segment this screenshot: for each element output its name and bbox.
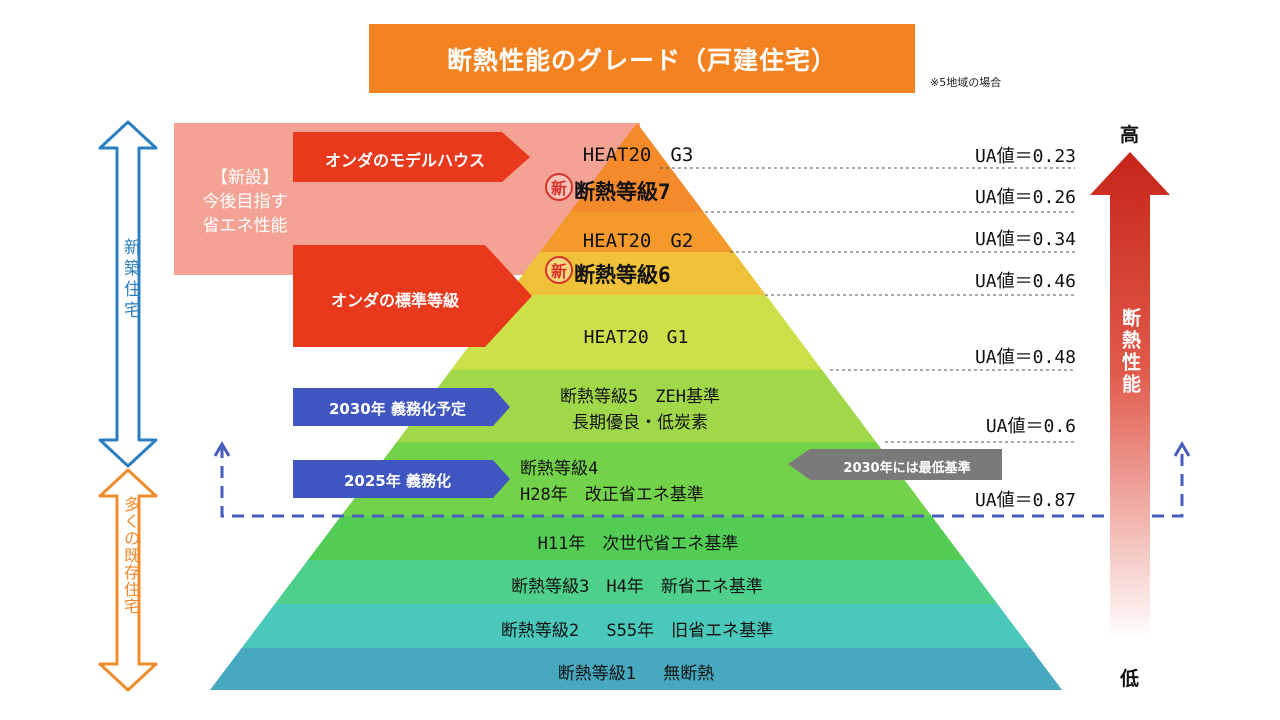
pyramid-band bbox=[396, 370, 877, 442]
new-badge-icon: 新 bbox=[545, 256, 573, 284]
level-grade-5: 断熱等級5 ZEH基準 長期優良・低炭素 bbox=[560, 384, 720, 436]
min-standard-label: 2030年には最低基準 bbox=[843, 461, 971, 476]
new-feature-text: 【新設】 今後目指す 省エネ性能 bbox=[190, 166, 300, 238]
performance-up-arrow-icon bbox=[1090, 152, 1170, 640]
page-title: 断熱性能のグレード（戸建住宅） bbox=[369, 24, 915, 93]
region-note: ※5地域の場合 bbox=[930, 76, 1002, 89]
min-standard-arrow-shape bbox=[788, 449, 1002, 480]
new-badge-icon: 新 bbox=[545, 173, 573, 201]
level-grade-5-line: 長期優良・低炭素 bbox=[571, 413, 708, 433]
mandate-2030-arrow-shape bbox=[293, 388, 510, 426]
new-feature-line: 省エネ性能 bbox=[202, 216, 288, 236]
ua-separators bbox=[660, 167, 1075, 443]
pyramid-band bbox=[307, 516, 965, 560]
ua-value: UA値＝0.34 bbox=[974, 229, 1076, 250]
ua-value: UA値＝0.48 bbox=[974, 347, 1076, 368]
level-grade-4-line: 断熱等級4 bbox=[520, 459, 599, 479]
pyramid-band bbox=[450, 295, 823, 370]
level-h11: H11年 次世代省エネ基準 bbox=[537, 534, 739, 554]
pyramid-band bbox=[274, 560, 998, 604]
new-homes-double-arrow-icon bbox=[98, 120, 158, 468]
level-grade-4: 断熱等級4 H28年 改正省エネ基準 bbox=[520, 456, 704, 508]
ua-value: UA値＝0.23 bbox=[974, 146, 1076, 167]
mandate-2025-label: 2025年 義務化 bbox=[344, 472, 451, 490]
ua-value: UA値＝0.87 bbox=[974, 490, 1076, 511]
level-grade-7: 断熱等級7 bbox=[574, 180, 671, 204]
ua-value: UA値＝0.26 bbox=[974, 187, 1076, 208]
level-heat20-g1: HEAT20 G1 bbox=[583, 327, 689, 348]
standard-grade-label: オンダの標準等級 bbox=[330, 291, 459, 310]
model-house-arrow-shape bbox=[293, 132, 530, 182]
existing-homes-label: 多くの既存住宅 bbox=[121, 496, 140, 615]
pyramid-band bbox=[539, 212, 734, 252]
new-feature-line: 今後目指す bbox=[202, 192, 288, 212]
pyramid-band bbox=[507, 252, 766, 295]
mandate-2030-label: 2030年 義務化予定 bbox=[329, 400, 466, 418]
model-house-label: オンダのモデルハウス bbox=[324, 151, 485, 170]
high-label: 高 bbox=[1120, 124, 1140, 146]
up-arrowhead-icon bbox=[1173, 441, 1191, 457]
pyramid-band bbox=[569, 168, 704, 212]
level-grade-5-line: 断熱等級5 ZEH基準 bbox=[560, 387, 720, 407]
performance-label: 断熱性能 bbox=[1119, 308, 1141, 396]
low-label: 低 bbox=[1120, 668, 1140, 690]
new-homes-label: 新築住宅 bbox=[120, 238, 140, 322]
pyramid-band bbox=[210, 648, 1062, 690]
existing-level-dashed-bracket bbox=[220, 446, 1184, 518]
ua-value: UA値＝0.6 bbox=[985, 416, 1076, 437]
level-grade-4-line: H28年 改正省エネ基準 bbox=[520, 485, 704, 505]
level-grade-3: 断熱等級3 H4年 新省エネ基準 bbox=[511, 577, 763, 597]
up-arrowhead-icon bbox=[213, 441, 231, 457]
pyramid-band bbox=[241, 604, 1031, 648]
level-grade-6: 断熱等級6 bbox=[574, 263, 671, 287]
standard-grade-arrow-shape bbox=[293, 245, 532, 347]
level-grade-1: 断熱等級1 無断熱 bbox=[557, 664, 715, 684]
existing-homes-double-arrow-icon bbox=[98, 468, 158, 692]
pyramid-band bbox=[603, 123, 671, 168]
ua-value: UA値＝0.46 bbox=[974, 271, 1076, 292]
level-grade-2: 断熱等級2 S55年 旧省エネ基準 bbox=[500, 621, 774, 641]
level-heat20-g2: HEAT20 G2 bbox=[582, 230, 694, 252]
level-heat20-g3: HEAT20 G3 bbox=[582, 144, 694, 166]
new-feature-line: 【新設】 bbox=[211, 168, 279, 188]
mandate-2025-arrow-shape bbox=[293, 460, 510, 498]
